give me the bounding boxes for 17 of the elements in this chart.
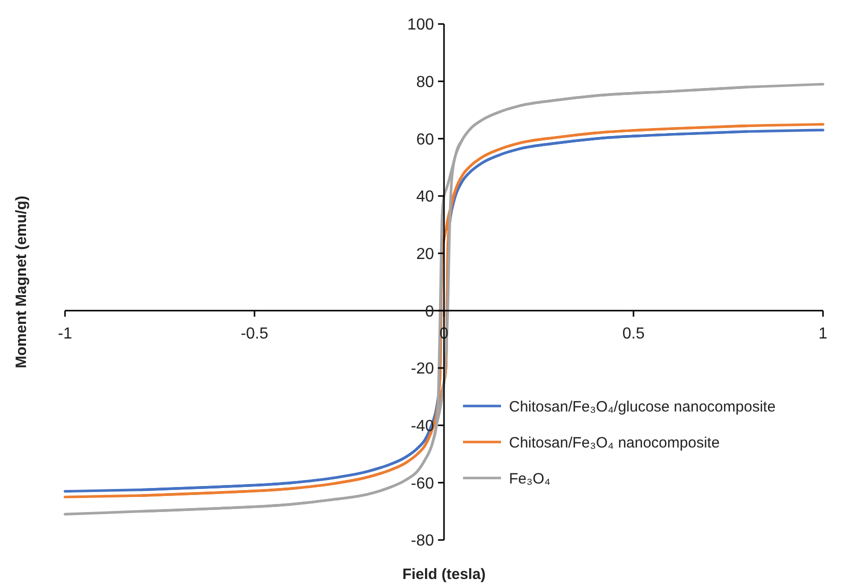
legend-label: Chitosan/Fe₃O₄ nanocomposite bbox=[509, 434, 720, 452]
x-tick-label: 1 bbox=[818, 326, 828, 343]
y-tick-label: -60 bbox=[410, 475, 434, 492]
x-axis-title: Field (tesla) bbox=[402, 566, 486, 583]
x-tick-label: -1 bbox=[58, 326, 72, 343]
y-tick-label: 40 bbox=[416, 188, 434, 206]
y-tick-label: 60 bbox=[416, 131, 434, 148]
y-tick-label: 80 bbox=[416, 74, 434, 91]
y-tick-label: -20 bbox=[410, 360, 434, 378]
y-tick-label: -80 bbox=[410, 532, 434, 550]
y-tick-label: 20 bbox=[416, 246, 434, 263]
y-axis-title: Moment Magnet (emu/g) bbox=[13, 196, 30, 368]
x-tick-label: -0.5 bbox=[240, 326, 268, 343]
y-tick-label: 100 bbox=[407, 16, 434, 34]
legend-label: Fe₃O₄ bbox=[509, 470, 550, 488]
legend-label: Chitosan/Fe₃O₄/glucose nanocomposite bbox=[509, 398, 776, 416]
x-tick-label: 0.5 bbox=[622, 326, 645, 343]
